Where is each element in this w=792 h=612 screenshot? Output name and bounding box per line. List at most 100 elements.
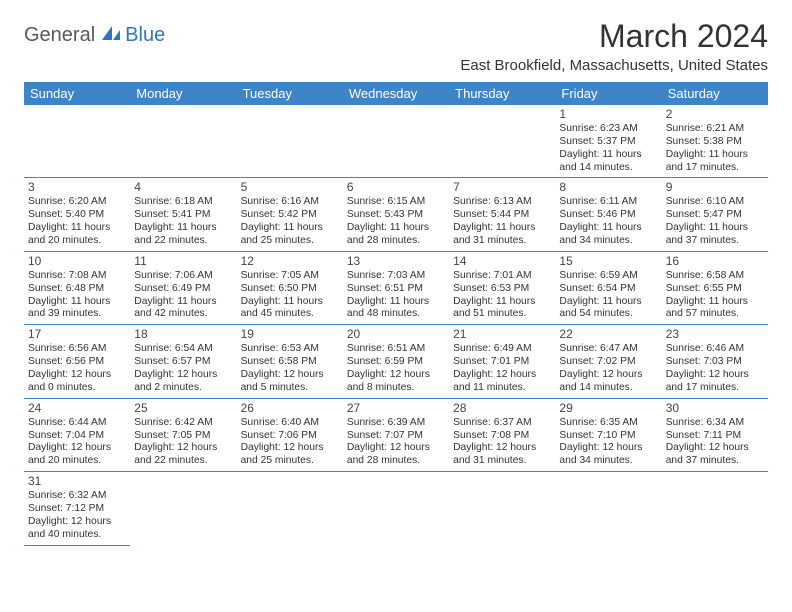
day-sun-info: Sunrise: 7:01 AMSunset: 6:53 PMDaylight:… [453,270,551,321]
calendar-day-cell: 28Sunrise: 6:37 AMSunset: 7:08 PMDayligh… [449,398,555,471]
calendar-day-cell: 22Sunrise: 6:47 AMSunset: 7:02 PMDayligh… [555,325,661,398]
calendar-day-cell: 1Sunrise: 6:23 AMSunset: 5:37 PMDaylight… [555,105,661,178]
day-number: 22 [559,327,657,342]
calendar-day-cell: 29Sunrise: 6:35 AMSunset: 7:10 PMDayligh… [555,398,661,471]
calendar-empty-cell [237,105,343,178]
calendar-empty-cell [343,472,449,545]
calendar-empty-cell [662,472,768,545]
day-sun-info: Sunrise: 6:47 AMSunset: 7:02 PMDaylight:… [559,343,657,394]
day-sun-info: Sunrise: 6:20 AMSunset: 5:40 PMDaylight:… [28,196,126,247]
day-sun-info: Sunrise: 6:56 AMSunset: 6:56 PMDaylight:… [28,343,126,394]
calendar-day-cell: 16Sunrise: 6:58 AMSunset: 6:55 PMDayligh… [662,251,768,324]
calendar-week-row: 1Sunrise: 6:23 AMSunset: 5:37 PMDaylight… [24,105,768,178]
calendar-day-cell: 5Sunrise: 6:16 AMSunset: 5:42 PMDaylight… [237,178,343,251]
day-number: 7 [453,180,551,195]
day-number: 27 [347,401,445,416]
day-number: 8 [559,180,657,195]
day-sun-info: Sunrise: 6:46 AMSunset: 7:03 PMDaylight:… [666,343,764,394]
logo-text-blue: Blue [125,24,165,47]
calendar-day-cell: 10Sunrise: 7:08 AMSunset: 6:48 PMDayligh… [24,251,130,324]
calendar-day-cell: 25Sunrise: 6:42 AMSunset: 7:05 PMDayligh… [130,398,236,471]
day-number: 18 [134,327,232,342]
calendar-day-cell: 11Sunrise: 7:06 AMSunset: 6:49 PMDayligh… [130,251,236,324]
day-number: 25 [134,401,232,416]
day-sun-info: Sunrise: 7:08 AMSunset: 6:48 PMDaylight:… [28,270,126,321]
calendar-day-cell: 8Sunrise: 6:11 AMSunset: 5:46 PMDaylight… [555,178,661,251]
calendar-empty-cell [130,472,236,545]
calendar-day-cell: 3Sunrise: 6:20 AMSunset: 5:40 PMDaylight… [24,178,130,251]
calendar-empty-cell [555,472,661,545]
day-number: 28 [453,401,551,416]
calendar-day-cell: 14Sunrise: 7:01 AMSunset: 6:53 PMDayligh… [449,251,555,324]
logo-sail-icon [100,24,122,47]
day-number: 1 [559,107,657,122]
calendar-empty-cell [237,472,343,545]
day-sun-info: Sunrise: 6:10 AMSunset: 5:47 PMDaylight:… [666,196,764,247]
day-number: 24 [28,401,126,416]
calendar-day-cell: 2Sunrise: 6:21 AMSunset: 5:38 PMDaylight… [662,105,768,178]
calendar-day-cell: 4Sunrise: 6:18 AMSunset: 5:41 PMDaylight… [130,178,236,251]
calendar-day-cell: 7Sunrise: 6:13 AMSunset: 5:44 PMDaylight… [449,178,555,251]
calendar-week-row: 17Sunrise: 6:56 AMSunset: 6:56 PMDayligh… [24,325,768,398]
day-sun-info: Sunrise: 7:05 AMSunset: 6:50 PMDaylight:… [241,270,339,321]
day-number: 9 [666,180,764,195]
calendar-empty-cell [24,105,130,178]
day-sun-info: Sunrise: 6:40 AMSunset: 7:06 PMDaylight:… [241,417,339,468]
calendar-week-row: 31Sunrise: 6:32 AMSunset: 7:12 PMDayligh… [24,472,768,545]
calendar-table: SundayMondayTuesdayWednesdayThursdayFrid… [24,82,768,546]
day-sun-info: Sunrise: 6:13 AMSunset: 5:44 PMDaylight:… [453,196,551,247]
day-sun-info: Sunrise: 6:44 AMSunset: 7:04 PMDaylight:… [28,417,126,468]
day-sun-info: Sunrise: 6:32 AMSunset: 7:12 PMDaylight:… [28,490,126,541]
day-number: 5 [241,180,339,195]
day-number: 16 [666,254,764,269]
day-sun-info: Sunrise: 6:39 AMSunset: 7:07 PMDaylight:… [347,417,445,468]
calendar-day-cell: 17Sunrise: 6:56 AMSunset: 6:56 PMDayligh… [24,325,130,398]
day-number: 6 [347,180,445,195]
day-number: 3 [28,180,126,195]
day-sun-info: Sunrise: 6:58 AMSunset: 6:55 PMDaylight:… [666,270,764,321]
day-number: 23 [666,327,764,342]
calendar-day-cell: 31Sunrise: 6:32 AMSunset: 7:12 PMDayligh… [24,472,130,545]
calendar-day-cell: 27Sunrise: 6:39 AMSunset: 7:07 PMDayligh… [343,398,449,471]
day-sun-info: Sunrise: 6:54 AMSunset: 6:57 PMDaylight:… [134,343,232,394]
day-sun-info: Sunrise: 7:06 AMSunset: 6:49 PMDaylight:… [134,270,232,321]
day-sun-info: Sunrise: 6:53 AMSunset: 6:58 PMDaylight:… [241,343,339,394]
day-number: 4 [134,180,232,195]
calendar-day-cell: 19Sunrise: 6:53 AMSunset: 6:58 PMDayligh… [237,325,343,398]
day-header-saturday: Saturday [662,82,768,105]
day-number: 11 [134,254,232,269]
location-subtitle: East Brookfield, Massachusetts, United S… [24,57,768,74]
calendar-day-cell: 13Sunrise: 7:03 AMSunset: 6:51 PMDayligh… [343,251,449,324]
day-number: 10 [28,254,126,269]
day-number: 14 [453,254,551,269]
day-number: 2 [666,107,764,122]
day-number: 21 [453,327,551,342]
calendar-week-row: 24Sunrise: 6:44 AMSunset: 7:04 PMDayligh… [24,398,768,471]
calendar-day-cell: 18Sunrise: 6:54 AMSunset: 6:57 PMDayligh… [130,325,236,398]
day-number: 31 [28,474,126,489]
day-header-wednesday: Wednesday [343,82,449,105]
day-header-thursday: Thursday [449,82,555,105]
day-header-friday: Friday [555,82,661,105]
calendar-week-row: 3Sunrise: 6:20 AMSunset: 5:40 PMDaylight… [24,178,768,251]
day-sun-info: Sunrise: 6:42 AMSunset: 7:05 PMDaylight:… [134,417,232,468]
calendar-day-cell: 20Sunrise: 6:51 AMSunset: 6:59 PMDayligh… [343,325,449,398]
day-header-monday: Monday [130,82,236,105]
calendar-empty-cell [449,472,555,545]
day-number: 19 [241,327,339,342]
day-sun-info: Sunrise: 6:11 AMSunset: 5:46 PMDaylight:… [559,196,657,247]
calendar-day-cell: 24Sunrise: 6:44 AMSunset: 7:04 PMDayligh… [24,398,130,471]
day-sun-info: Sunrise: 6:34 AMSunset: 7:11 PMDaylight:… [666,417,764,468]
page-title: March 2024 [599,18,768,55]
calendar-day-cell: 9Sunrise: 6:10 AMSunset: 5:47 PMDaylight… [662,178,768,251]
calendar-day-cell: 26Sunrise: 6:40 AMSunset: 7:06 PMDayligh… [237,398,343,471]
calendar-empty-cell [343,105,449,178]
day-sun-info: Sunrise: 6:49 AMSunset: 7:01 PMDaylight:… [453,343,551,394]
day-sun-info: Sunrise: 7:03 AMSunset: 6:51 PMDaylight:… [347,270,445,321]
day-sun-info: Sunrise: 6:51 AMSunset: 6:59 PMDaylight:… [347,343,445,394]
day-sun-info: Sunrise: 6:59 AMSunset: 6:54 PMDaylight:… [559,270,657,321]
day-header-sunday: Sunday [24,82,130,105]
day-number: 17 [28,327,126,342]
calendar-day-cell: 12Sunrise: 7:05 AMSunset: 6:50 PMDayligh… [237,251,343,324]
day-sun-info: Sunrise: 6:15 AMSunset: 5:43 PMDaylight:… [347,196,445,247]
